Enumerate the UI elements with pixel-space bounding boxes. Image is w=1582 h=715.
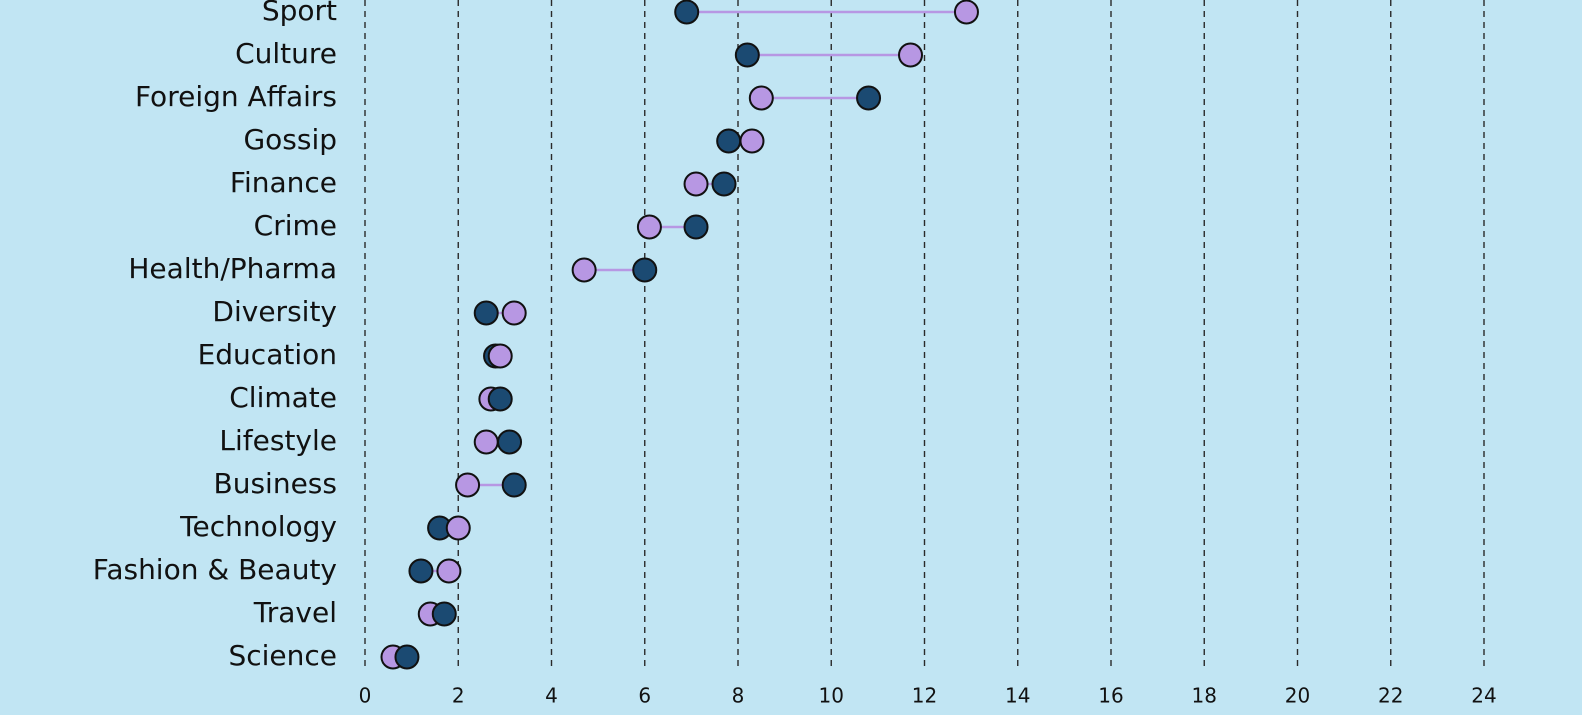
point-series-a	[739, 128, 765, 154]
category-label: Lifestyle	[219, 424, 337, 457]
data-points	[380, 0, 979, 670]
point-series-a	[571, 257, 597, 283]
x-tick-label: 6	[638, 684, 651, 708]
point-series-a	[898, 42, 924, 68]
point-series-b	[711, 171, 737, 197]
category-label: Finance	[230, 166, 337, 199]
point-series-a	[683, 171, 709, 197]
category-label: Fashion & Beauty	[93, 553, 337, 586]
category-label: Culture	[235, 37, 337, 70]
x-tick-label: 16	[1098, 684, 1123, 708]
category-label: Technology	[179, 510, 337, 543]
category-labels: Sport Culture Foreign Affairs Gossip Finance…	[93, 0, 337, 672]
category-label: Diversity	[212, 295, 337, 328]
x-tick-label: 10	[819, 684, 844, 708]
point-series-b	[501, 472, 527, 498]
x-tick-label: 4	[545, 684, 558, 708]
point-series-a	[445, 515, 471, 541]
point-series-a	[473, 429, 499, 455]
x-axis-ticks: 0 2 4 6 8 10 12 14 16 18 20 22 24	[359, 684, 1497, 708]
x-tick-label: 24	[1471, 684, 1496, 708]
point-series-a	[636, 214, 662, 240]
category-label: Foreign Affairs	[135, 80, 337, 113]
point-series-b	[497, 429, 523, 455]
category-label: Sport	[262, 0, 337, 27]
point-series-a	[455, 472, 481, 498]
point-series-a	[953, 0, 979, 25]
gridlines	[364, 0, 1485, 668]
point-series-b	[408, 558, 434, 584]
x-tick-label: 14	[1005, 684, 1030, 708]
point-series-b	[856, 85, 882, 111]
category-label: Travel	[253, 596, 337, 629]
category-label: Science	[228, 639, 337, 672]
point-series-b	[674, 0, 700, 25]
point-series-a	[501, 300, 527, 326]
point-series-b	[734, 42, 760, 68]
x-tick-label: 18	[1192, 684, 1217, 708]
category-label: Education	[198, 338, 337, 371]
x-tick-label: 22	[1378, 684, 1403, 708]
point-series-b	[431, 601, 457, 627]
category-label: Business	[214, 467, 337, 500]
category-label: Crime	[254, 209, 337, 242]
point-series-b	[473, 300, 499, 326]
x-tick-label: 20	[1285, 684, 1310, 708]
point-series-b	[683, 214, 709, 240]
point-series-a	[748, 85, 774, 111]
point-series-b	[632, 257, 658, 283]
x-tick-label: 2	[452, 684, 465, 708]
point-series-b	[487, 386, 513, 412]
point-series-b	[394, 644, 420, 670]
x-tick-label: 0	[359, 684, 372, 708]
category-label: Gossip	[243, 123, 337, 156]
point-series-b	[716, 128, 742, 154]
point-series-a	[487, 343, 513, 369]
x-tick-label: 12	[912, 684, 937, 708]
point-series-a	[436, 558, 462, 584]
category-label: Climate	[229, 381, 337, 414]
category-label: Health/Pharma	[128, 252, 337, 285]
x-tick-label: 8	[732, 684, 745, 708]
connectors	[392, 10, 967, 659]
